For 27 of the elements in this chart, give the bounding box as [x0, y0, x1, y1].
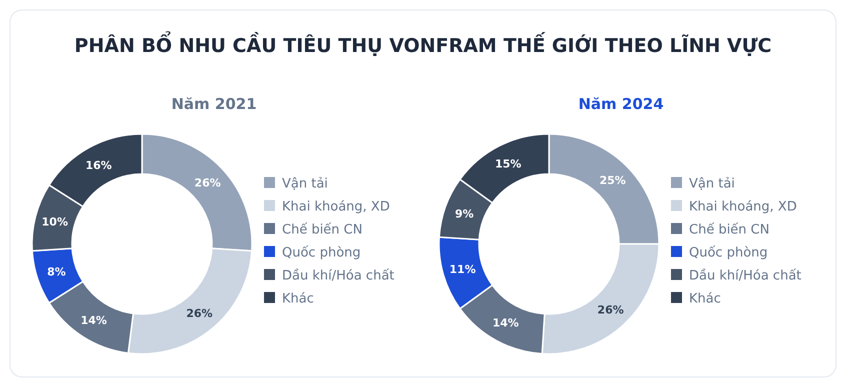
legend-label: Khác: [282, 292, 314, 307]
legend-label: Dầu khí/Hóa chất: [282, 268, 394, 284]
data-label: 26%: [597, 303, 624, 316]
data-label: 26%: [186, 307, 213, 320]
data-label: 26%: [194, 176, 221, 190]
legend-label: Quốc phòng: [282, 246, 361, 261]
chart-subtitle: Năm 2021: [171, 95, 257, 113]
data-label: 14%: [80, 314, 107, 327]
data-label: 11%: [449, 262, 476, 276]
data-label: 14%: [492, 316, 519, 330]
legend-label: Quốc phòng: [689, 246, 768, 261]
legend-label: Khác: [689, 292, 721, 307]
data-label: 8%: [47, 266, 66, 279]
legend-label: Vận tải: [282, 176, 328, 192]
chart-subtitle: Năm 2024: [578, 95, 664, 113]
data-label: 9%: [454, 207, 474, 220]
legend-label: Chế biến CN: [689, 222, 770, 238]
legend-label: Vận tải: [689, 176, 735, 192]
chart-title: PHÂN BỔ NHU CẦU TIÊU THỤ VONFRAM THẾ GIỚI THEO LĨNH VỰC: [74, 31, 772, 57]
data-label: 25%: [599, 174, 626, 188]
legend-label: Khai khoáng, XD: [689, 200, 797, 215]
data-label: 10%: [42, 215, 68, 228]
legend-label: Chế biến CN: [282, 222, 362, 238]
legend-label: Dầu khí/Hóa chất: [689, 268, 802, 284]
data-label: 15%: [494, 158, 522, 171]
legend-label: Khai khoáng, XD: [282, 200, 390, 215]
data-label: 16%: [85, 158, 112, 172]
